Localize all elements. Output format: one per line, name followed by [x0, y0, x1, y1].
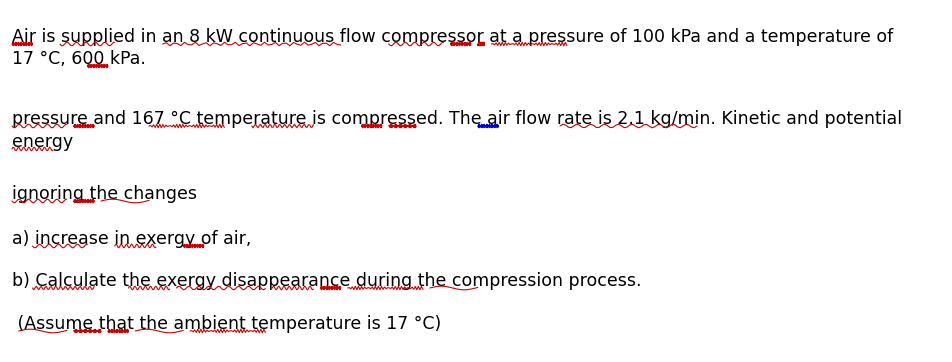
- Text: b) Calculate the exergy disappearance during the compression process.: b) Calculate the exergy disappearance du…: [12, 272, 641, 290]
- Text: energy: energy: [12, 133, 73, 151]
- Text: 17 °C, 600 kPa.: 17 °C, 600 kPa.: [12, 50, 146, 68]
- Text: Air is supplied in an 8 kW continuous flow compressor at a pressure of 100 kPa a: Air is supplied in an 8 kW continuous fl…: [12, 28, 892, 46]
- Text: pressure and 167 °C temperature is compressed. The air flow rate is 2.1 kg/min. : pressure and 167 °C temperature is compr…: [12, 110, 902, 128]
- Text: a) increase in exergy of air,: a) increase in exergy of air,: [12, 230, 251, 248]
- Text: ignoring the changes: ignoring the changes: [12, 185, 197, 203]
- Text: (Assume that the ambient temperature is 17 °C): (Assume that the ambient temperature is …: [12, 315, 441, 333]
